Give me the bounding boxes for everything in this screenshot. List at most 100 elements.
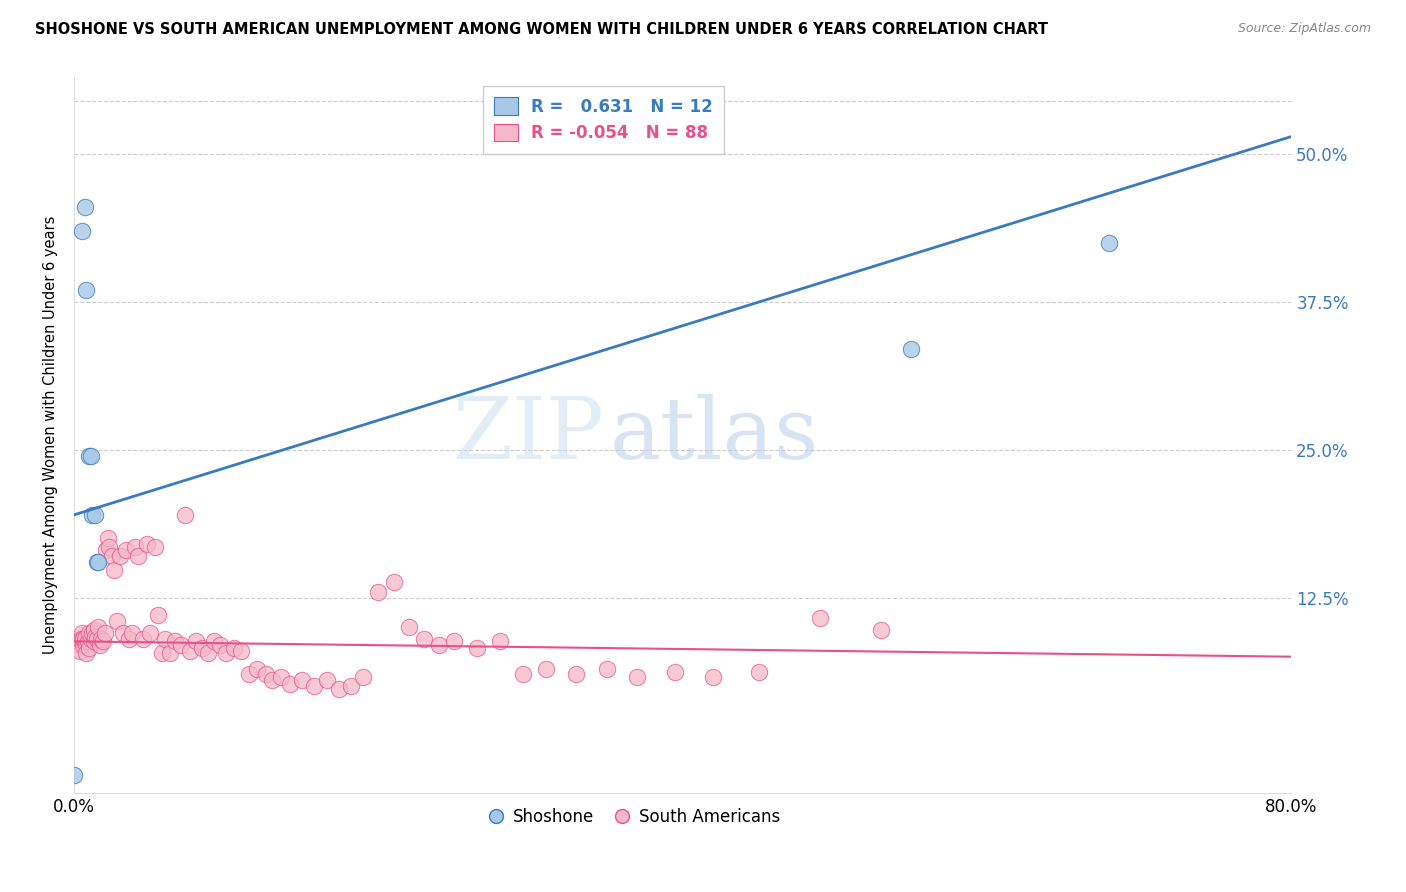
Point [139,626,162,640]
Point [79,449,101,463]
Point [101,549,124,564]
Point [86,632,108,646]
Point [595,661,617,675]
Point [103,563,125,577]
Point [86,555,108,569]
Point [328,681,350,696]
Point [72,632,94,646]
Point [131,632,153,646]
Point [75,283,97,297]
Point [163,634,186,648]
Point [69,644,91,658]
Point [70,224,93,238]
Point [382,575,405,590]
Point [63,768,86,782]
Point [70,626,93,640]
Point [191,641,214,656]
Point [1098,235,1121,250]
Point [352,670,374,684]
Point [270,670,292,684]
Point [398,620,420,634]
Point [150,646,173,660]
Point [367,584,389,599]
Point [260,673,283,688]
Point [87,620,110,634]
Point [184,634,207,648]
Point [179,644,201,658]
Point [291,673,314,688]
Point [80,449,103,463]
Point [340,679,363,693]
Point [304,679,326,693]
Point [83,623,105,637]
Point [202,634,225,648]
Point [94,543,117,558]
Point [626,670,648,684]
Point [79,626,101,640]
Point [108,549,131,564]
Point [315,673,337,688]
Point [159,646,181,660]
Text: atlas: atlas [610,393,818,476]
Point [900,343,922,357]
Point [90,632,112,646]
Point [222,641,245,656]
Point [278,677,301,691]
Point [143,540,166,554]
Point [169,638,191,652]
Point [93,626,115,640]
Point [98,540,121,554]
Point [67,638,90,652]
Point [465,641,488,656]
Point [146,608,169,623]
Point [155,632,177,646]
Point [72,638,94,652]
Point [91,634,114,648]
Point [215,646,238,660]
Point [231,644,253,658]
Point [84,630,107,644]
Text: SHOSHONE VS SOUTH AMERICAN UNEMPLOYMENT AMONG WOMEN WITH CHILDREN UNDER 6 YEARS : SHOSHONE VS SOUTH AMERICAN UNEMPLOYMENT … [35,22,1047,37]
Point [808,610,831,624]
Point [75,646,97,660]
Point [84,508,107,522]
Legend: Shoshone, South Americans: Shoshone, South Americans [479,800,789,834]
Y-axis label: Unemployment Among Women with Children Under 6 years: Unemployment Among Women with Children U… [44,216,58,654]
Point [89,638,111,652]
Point [254,667,277,681]
Point [69,632,91,646]
Point [73,201,96,215]
Point [80,632,103,646]
Point [73,632,96,646]
Point [73,634,96,648]
Point [869,623,891,637]
Point [87,555,110,569]
Point [124,540,146,554]
Point [75,638,97,652]
Point [413,632,436,646]
Point [127,549,149,564]
Point [70,632,93,646]
Point [76,634,98,648]
Point [121,626,143,640]
Point [97,532,120,546]
Point [105,614,128,628]
Point [118,632,141,646]
Point [489,634,512,648]
Point [748,665,770,679]
Point [246,661,269,675]
Point [443,634,465,648]
Point [114,543,136,558]
Point [565,667,588,681]
Point [664,665,686,679]
Point [534,661,557,675]
Text: ZIP: ZIP [451,393,603,476]
Point [197,646,219,660]
Point [83,634,105,648]
Point [111,626,134,640]
Point [427,638,450,652]
Point [174,508,197,522]
Point [238,667,260,681]
Point [136,537,159,551]
Point [82,626,104,640]
